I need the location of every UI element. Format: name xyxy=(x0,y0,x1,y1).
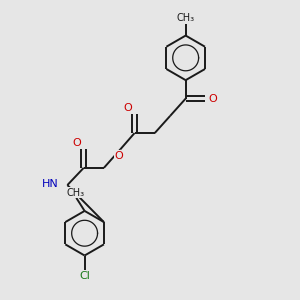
Text: CH₃: CH₃ xyxy=(177,13,195,23)
Text: O: O xyxy=(114,151,123,161)
Text: CH₃: CH₃ xyxy=(67,188,85,197)
Text: O: O xyxy=(73,138,82,148)
Text: HN: HN xyxy=(42,178,59,189)
Text: Cl: Cl xyxy=(79,271,90,281)
Text: O: O xyxy=(124,103,132,113)
Text: O: O xyxy=(208,94,217,103)
